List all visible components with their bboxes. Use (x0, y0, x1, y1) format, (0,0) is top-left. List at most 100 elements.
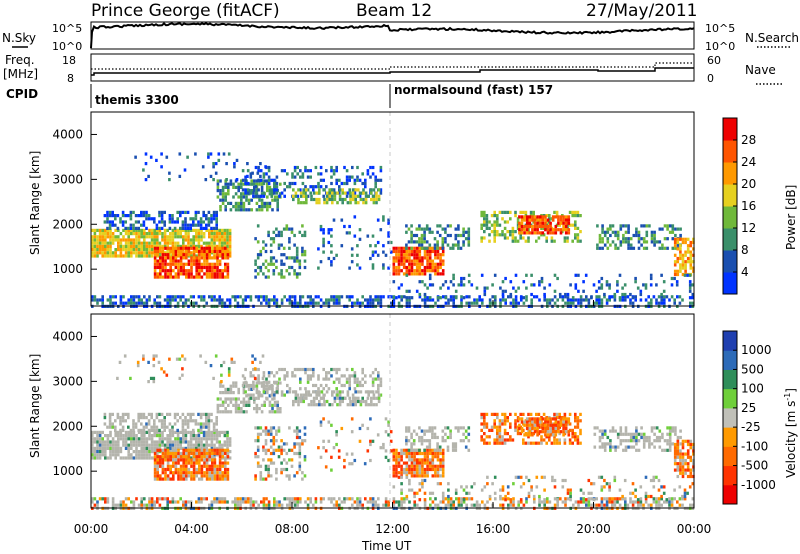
scatter-cell (397, 253, 401, 257)
scatter-cell (490, 428, 494, 432)
scatter-cell (601, 230, 604, 234)
scatter-cell (163, 416, 166, 420)
scatter-cell (336, 191, 339, 195)
scatter-cell (218, 451, 222, 456)
scatter-cell (104, 440, 107, 444)
scatter-cell (121, 412, 125, 416)
scatter-cell (111, 503, 115, 507)
scatter-cell (412, 448, 416, 452)
scatter-cell (145, 422, 148, 426)
scatter-cell (228, 456, 232, 460)
scatter-cell (598, 295, 601, 299)
scatter-cell (192, 448, 196, 452)
scatter-cell (166, 269, 170, 273)
scatter-cell (262, 503, 266, 507)
scatter-cell (192, 443, 195, 447)
scatter-cell (675, 283, 679, 287)
scatter-cell (232, 397, 235, 401)
scatter-cell (288, 426, 291, 430)
scatter-cell (634, 500, 637, 504)
scatter-cell (185, 458, 188, 462)
scatter-cell (310, 403, 313, 407)
scatter-cell (237, 407, 240, 411)
scatter-cell (143, 443, 146, 447)
scatter-cell (377, 178, 380, 182)
scatter-cell (247, 497, 250, 501)
scatter-cell (173, 416, 177, 420)
scatter-cell (306, 175, 310, 179)
scatter-cell (124, 446, 128, 450)
scatter-cell (143, 254, 146, 258)
scatter-cell (159, 249, 162, 254)
scatter-cell (155, 158, 158, 162)
scatter-cell (413, 500, 416, 504)
scatter-cell (614, 243, 617, 247)
scatter-cell (262, 429, 265, 433)
scatter-cell (275, 380, 279, 384)
scatter-cell (533, 295, 536, 299)
scatter-cell (590, 497, 593, 501)
scatter-cell (397, 259, 401, 263)
scatter-cell (161, 246, 165, 250)
scatter-cell (245, 394, 248, 398)
scatter-cell (226, 455, 230, 459)
scatter-cell (585, 503, 588, 507)
scatter-cell (111, 440, 115, 444)
scatter-cell (234, 185, 238, 189)
scatter-cell (153, 269, 157, 273)
scatter-cell (106, 254, 110, 258)
scatter-cell (280, 298, 284, 302)
scatter-cell (200, 262, 204, 266)
scatter-cell (407, 426, 411, 430)
scatter-cell (185, 467, 188, 472)
scatter-cell (332, 218, 336, 222)
scatter-cell (431, 283, 435, 287)
scatter-cell (242, 410, 246, 414)
scatter-cell (91, 248, 94, 252)
scatter-cell (225, 162, 228, 166)
scatter-cell (303, 253, 307, 257)
scatter-cell (135, 443, 138, 447)
scatter-cell (200, 232, 203, 236)
scatter-cell (119, 422, 122, 426)
scatter-cell (109, 430, 112, 434)
scatter-cell (150, 500, 154, 504)
scatter-cell (121, 223, 125, 227)
scatter-cell (305, 197, 308, 202)
scatter-cell (328, 191, 331, 195)
scatter-cell (481, 500, 484, 504)
scatter-cell (262, 181, 266, 186)
scatter-cell (336, 393, 339, 397)
scatter-cell (441, 262, 445, 266)
scatter-cell (215, 217, 218, 221)
scatter-cell (295, 432, 299, 436)
scatter-cell (608, 500, 611, 504)
scatter-cell (595, 503, 598, 507)
scatter-cell (109, 298, 112, 302)
scatter-cell (538, 497, 541, 501)
scatter-cell (187, 235, 190, 239)
scatter-cell (253, 189, 256, 193)
scatter-cell (644, 298, 648, 302)
scatter-cell (255, 201, 259, 205)
scatter-cell (631, 301, 635, 305)
scatter-cell (676, 237, 680, 241)
scatter-cell (293, 269, 296, 273)
scatter-cell (423, 237, 426, 241)
scatter-cell (143, 437, 146, 441)
scatter-cell (333, 399, 337, 404)
scatter-cell (356, 380, 359, 384)
scatter-cell (184, 244, 188, 248)
scatter-cell (169, 446, 172, 450)
scatter-cell (109, 440, 112, 444)
scatter-cell (208, 256, 211, 260)
scatter-cell (130, 446, 133, 450)
scatter-cell (174, 265, 178, 270)
scatter-cell (164, 256, 167, 260)
scatter-cell (420, 237, 424, 241)
scatter-cell (221, 448, 224, 452)
scatter-cell (91, 446, 94, 450)
scatter-cell (271, 198, 274, 202)
scatter-cell (645, 240, 649, 244)
scatter-cell (662, 280, 666, 284)
